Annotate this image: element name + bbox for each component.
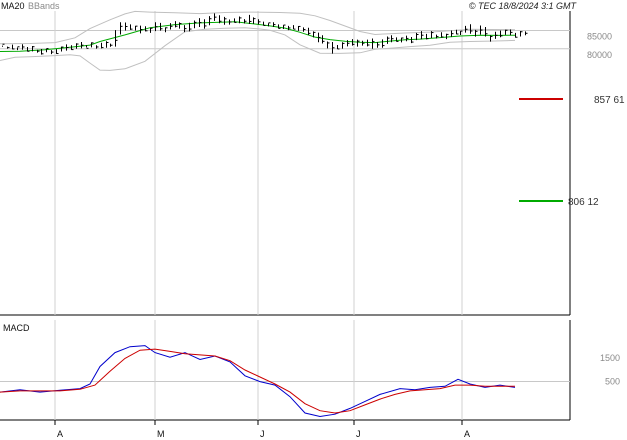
macd-title: MACD: [3, 323, 30, 333]
macd-tick-label: 500: [605, 376, 620, 386]
x-tick-label: M: [157, 429, 165, 439]
x-tick-label: A: [57, 429, 63, 439]
x-tick-label: A: [464, 429, 470, 439]
bb-lower-line: [0, 27, 516, 71]
macd-grid: [0, 320, 570, 420]
macd-series-macd: [0, 345, 516, 418]
price-levels: 857 61 806 12: [519, 95, 625, 208]
level-label: 806 12: [568, 197, 599, 208]
level-label: 857 61: [594, 95, 625, 106]
y-tick-labels: 80000 85000 500 1500: [587, 31, 620, 386]
price-grid: [0, 11, 570, 315]
x-tick-label: J: [356, 429, 361, 439]
price-tick-label: 85000: [587, 31, 612, 41]
price-bars: [2, 13, 528, 55]
macd-series-signal: [0, 348, 515, 414]
macd-tick-label: 1500: [600, 353, 620, 363]
legend-ma20: MA20: [1, 1, 25, 11]
macd-lines: [0, 345, 516, 418]
copyright-notice: © TEC 18/8/2024 3:1 GMT: [469, 1, 578, 11]
x-tick-label: J: [260, 429, 265, 439]
legend-bbands: BBands: [28, 1, 60, 11]
price-tick-label: 80000: [587, 50, 612, 60]
